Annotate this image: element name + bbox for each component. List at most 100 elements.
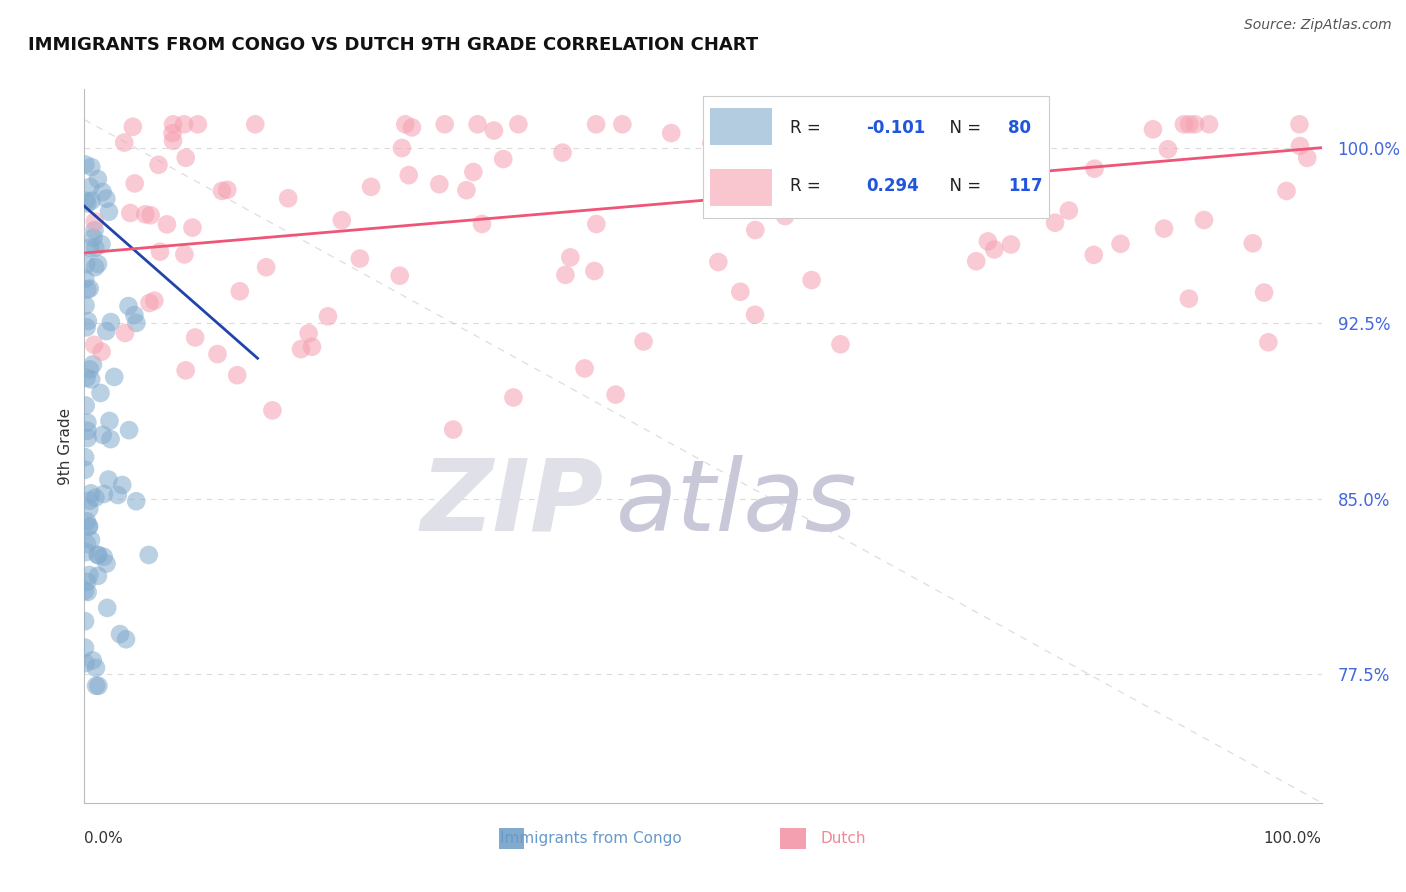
- Point: [111, 478, 134, 492]
- Point: [118, 423, 141, 437]
- Point: [482, 123, 505, 137]
- Point: [75, 272, 97, 286]
- Point: [554, 268, 576, 282]
- Point: [585, 217, 607, 231]
- Point: [433, 117, 456, 131]
- Point: [277, 191, 299, 205]
- Point: [77, 519, 100, 533]
- Point: [75, 298, 97, 312]
- Point: [391, 141, 413, 155]
- Point: [316, 310, 339, 324]
- Point: [75, 399, 97, 413]
- Point: [849, 174, 872, 188]
- Point: [707, 255, 730, 269]
- Point: [401, 120, 423, 135]
- Point: [886, 117, 908, 131]
- Point: [77, 501, 100, 516]
- Point: [574, 361, 596, 376]
- Point: [659, 126, 682, 140]
- Y-axis label: 9th Grade: 9th Grade: [58, 408, 73, 484]
- Point: [96, 324, 118, 338]
- Point: [76, 416, 98, 430]
- Point: [93, 549, 115, 564]
- Point: [946, 117, 969, 131]
- Point: [149, 244, 172, 259]
- Point: [96, 192, 118, 206]
- Point: [1198, 117, 1220, 131]
- Point: [605, 387, 627, 401]
- Point: [301, 340, 323, 354]
- Text: IMMIGRANTS FROM CONGO VS DUTCH 9TH GRADE CORRELATION CHART: IMMIGRANTS FROM CONGO VS DUTCH 9TH GRADE…: [28, 36, 758, 54]
- Point: [80, 486, 103, 500]
- Point: [349, 252, 371, 266]
- Point: [83, 215, 105, 229]
- Point: [75, 257, 97, 271]
- Point: [471, 217, 494, 231]
- Point: [181, 220, 204, 235]
- Point: [1142, 122, 1164, 136]
- Point: [330, 213, 353, 227]
- Point: [120, 206, 142, 220]
- Point: [79, 568, 101, 582]
- Point: [977, 235, 1000, 249]
- Point: [87, 569, 110, 583]
- Point: [174, 363, 197, 377]
- Point: [107, 488, 129, 502]
- Point: [75, 545, 97, 559]
- Point: [463, 165, 485, 179]
- Point: [211, 184, 233, 198]
- Point: [716, 164, 738, 178]
- Point: [76, 320, 98, 334]
- Point: [124, 308, 146, 322]
- Point: [87, 172, 110, 186]
- Point: [456, 183, 478, 197]
- Point: [804, 140, 827, 154]
- Point: [1000, 237, 1022, 252]
- Point: [79, 179, 101, 194]
- Point: [207, 347, 229, 361]
- Point: [724, 117, 747, 131]
- Text: Dutch: Dutch: [821, 831, 866, 846]
- Point: [173, 247, 195, 261]
- Point: [1296, 151, 1319, 165]
- Point: [1057, 203, 1080, 218]
- Point: [1288, 117, 1310, 131]
- Point: [585, 117, 607, 131]
- Point: [949, 117, 972, 131]
- Point: [87, 548, 110, 562]
- Point: [560, 251, 582, 265]
- Text: 0.0%: 0.0%: [84, 831, 124, 846]
- Point: [1083, 248, 1105, 262]
- Point: [1173, 117, 1195, 131]
- Point: [117, 299, 139, 313]
- Point: [162, 134, 184, 148]
- Point: [91, 185, 114, 199]
- Point: [83, 338, 105, 352]
- Point: [76, 424, 98, 438]
- Text: ZIP: ZIP: [420, 455, 605, 551]
- Point: [96, 601, 118, 615]
- Point: [76, 515, 98, 529]
- Point: [80, 533, 103, 547]
- Point: [125, 316, 148, 330]
- Point: [427, 178, 450, 192]
- Point: [138, 548, 160, 562]
- Point: [1253, 285, 1275, 300]
- Point: [143, 293, 166, 308]
- Point: [76, 537, 98, 551]
- Point: [84, 491, 107, 505]
- Point: [744, 223, 766, 237]
- Point: [394, 117, 416, 131]
- Point: [162, 117, 184, 131]
- Point: [162, 126, 184, 140]
- Point: [262, 403, 284, 417]
- Point: [773, 209, 796, 223]
- Point: [583, 264, 606, 278]
- Point: [229, 285, 252, 299]
- Point: [75, 614, 97, 628]
- Point: [73, 463, 96, 477]
- Point: [966, 117, 988, 131]
- Point: [134, 207, 156, 221]
- Point: [755, 117, 778, 131]
- Point: [551, 145, 574, 160]
